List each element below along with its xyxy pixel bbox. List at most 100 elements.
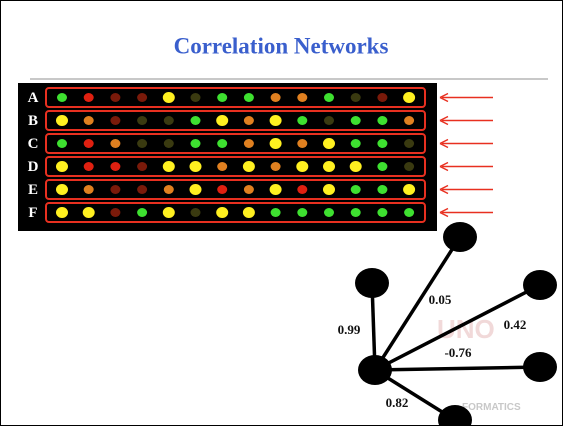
spot — [351, 116, 361, 125]
spot — [297, 185, 307, 194]
spot — [84, 139, 94, 148]
spot — [270, 138, 282, 149]
spot — [191, 139, 201, 148]
spot — [324, 208, 334, 217]
spot — [403, 184, 415, 195]
spot — [244, 139, 254, 148]
node — [358, 355, 392, 385]
spot — [163, 161, 175, 172]
node — [355, 268, 389, 298]
spot — [296, 161, 308, 172]
row-label: F — [28, 205, 37, 221]
spot — [110, 93, 120, 102]
spot — [323, 138, 335, 149]
edge-weight: 0.82 — [386, 395, 409, 410]
slide-title: Correlation Networks — [174, 33, 389, 58]
spot — [190, 161, 202, 172]
spot — [137, 116, 147, 125]
spot — [243, 161, 255, 172]
spot — [297, 93, 307, 102]
spot — [137, 185, 147, 194]
spot — [244, 185, 254, 194]
spot — [56, 207, 68, 218]
spot — [217, 162, 227, 171]
spot — [377, 139, 387, 148]
spot — [324, 116, 334, 125]
spot — [217, 185, 227, 194]
spot — [163, 207, 175, 218]
spot — [216, 207, 228, 218]
edge-weight: -0.76 — [444, 345, 472, 360]
watermark-text: FORMATICS — [462, 402, 521, 413]
row-label: B — [28, 113, 38, 129]
watermark-logo: UNO — [437, 314, 495, 344]
spot — [56, 184, 68, 195]
spot — [57, 93, 67, 102]
spot — [244, 116, 254, 125]
spot — [164, 185, 174, 194]
spot — [164, 116, 174, 125]
spot — [84, 116, 94, 125]
spot — [404, 162, 414, 171]
spot — [377, 93, 387, 102]
node — [443, 222, 477, 252]
spot — [84, 162, 94, 171]
spot — [84, 93, 94, 102]
spot — [191, 116, 201, 125]
spot — [83, 207, 95, 218]
node — [523, 352, 557, 382]
spot — [297, 208, 307, 217]
spot — [137, 139, 147, 148]
spot — [404, 208, 414, 217]
spot — [270, 184, 282, 195]
edge-weight: 0.05 — [429, 292, 452, 307]
page: Correlation Networks ABCDEF UNO FORMATIC… — [0, 0, 563, 426]
spot — [377, 208, 387, 217]
spot — [137, 208, 147, 217]
spot — [110, 208, 120, 217]
spot — [110, 162, 120, 171]
spot — [271, 208, 281, 217]
spot — [217, 93, 227, 102]
spot — [350, 161, 362, 172]
spot — [84, 185, 94, 194]
spot — [404, 116, 414, 125]
node — [523, 270, 557, 300]
spot — [271, 162, 281, 171]
row-label: A — [28, 90, 39, 106]
spot — [403, 92, 415, 103]
spot — [217, 139, 227, 148]
spot — [191, 93, 201, 102]
spot — [270, 115, 282, 126]
spot — [324, 93, 334, 102]
spot — [244, 93, 254, 102]
spot — [351, 208, 361, 217]
spot — [271, 93, 281, 102]
spot — [323, 161, 335, 172]
spot — [110, 116, 120, 125]
spot — [351, 139, 361, 148]
row-label: C — [28, 136, 39, 152]
spot — [190, 184, 202, 195]
spot — [351, 93, 361, 102]
spot — [351, 185, 361, 194]
spot — [377, 162, 387, 171]
spot — [297, 116, 307, 125]
spot — [191, 208, 201, 217]
spot — [137, 162, 147, 171]
spot — [163, 92, 175, 103]
spot — [297, 139, 307, 148]
edge-weight: 0.42 — [504, 317, 527, 332]
spot — [323, 184, 335, 195]
spot — [137, 93, 147, 102]
spot — [164, 139, 174, 148]
spot — [56, 161, 68, 172]
row-label: E — [28, 182, 38, 198]
spot — [216, 115, 228, 126]
edge-weight: 0.99 — [338, 322, 361, 337]
slide: Correlation Networks ABCDEF UNO FORMATIC… — [0, 0, 563, 426]
spot — [110, 139, 120, 148]
spot — [57, 139, 67, 148]
spot — [56, 115, 68, 126]
spot — [243, 207, 255, 218]
